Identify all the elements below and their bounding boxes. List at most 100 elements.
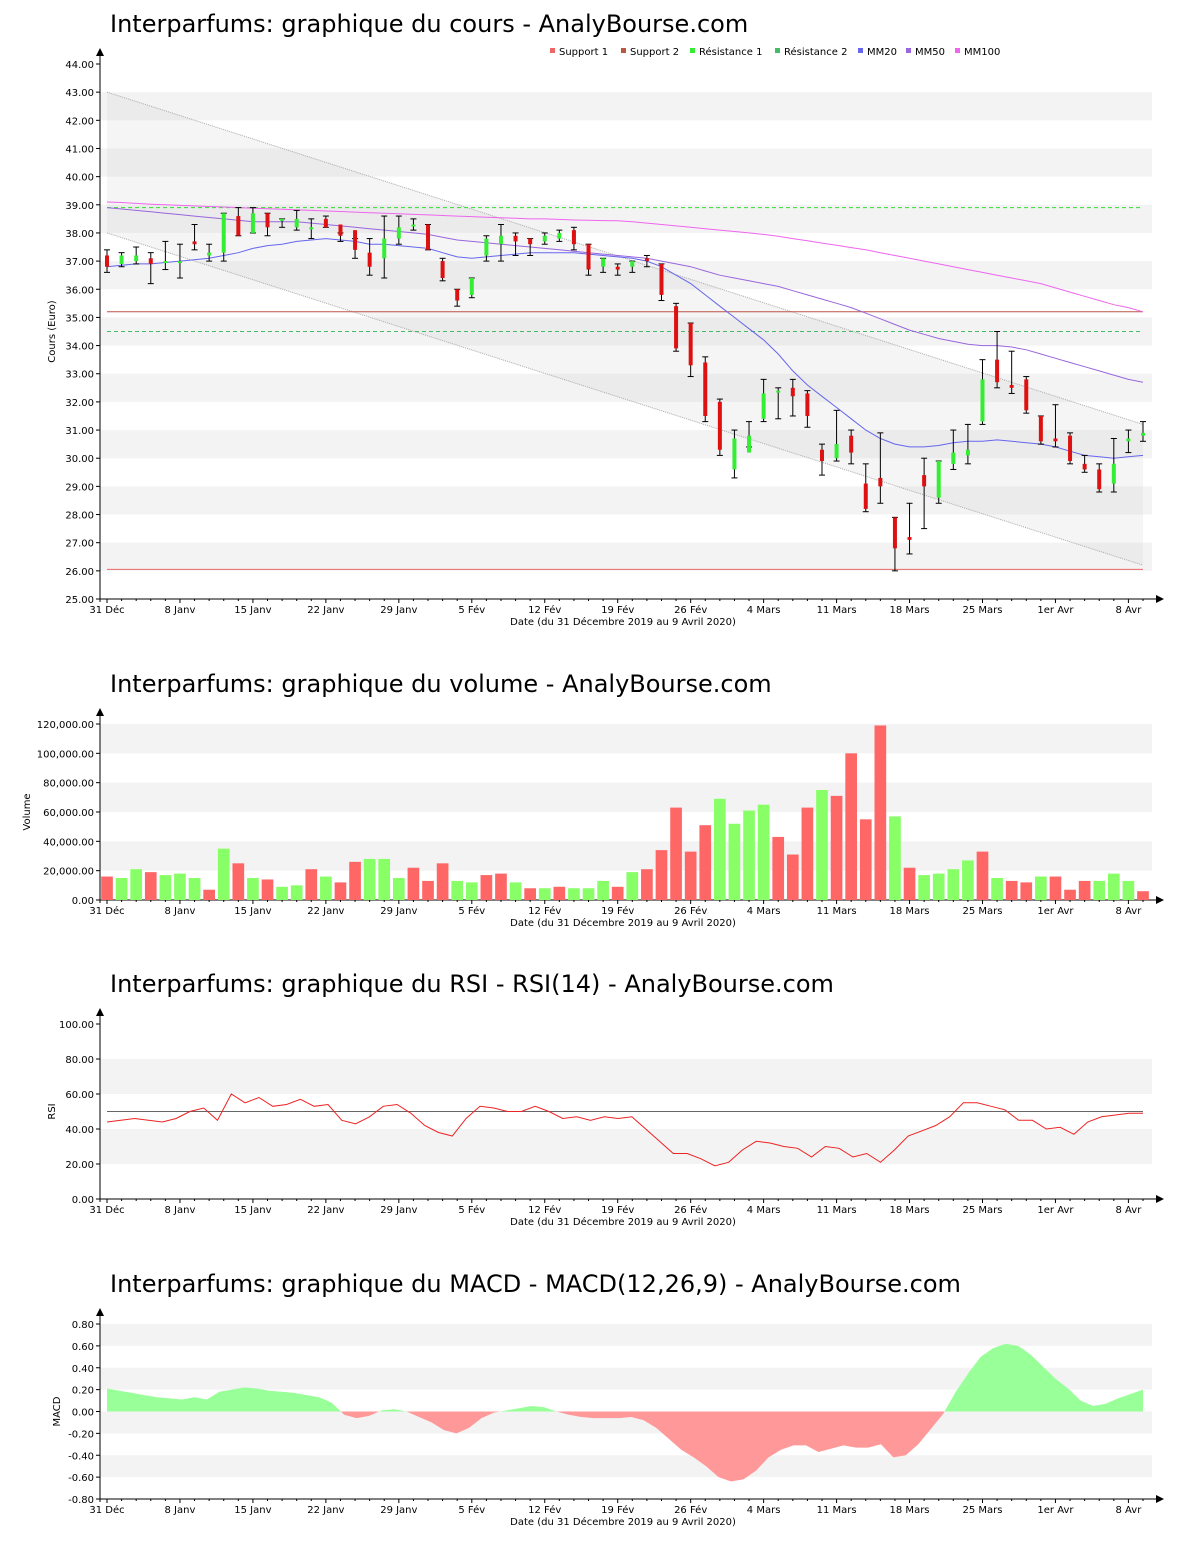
y-tick-label: 80,000.00 — [43, 779, 94, 790]
x-tick-label: 18 Mars — [890, 1505, 930, 1516]
x-tick-label: 1er Avr — [1037, 906, 1074, 917]
y-axis-label: Volume — [22, 793, 33, 830]
grid-band — [100, 1367, 1152, 1390]
volume-bar — [290, 885, 303, 900]
candle-body — [688, 323, 693, 366]
volume-bar — [553, 886, 566, 900]
x-axis-arrow — [1156, 1195, 1164, 1203]
volume-bar — [786, 854, 799, 900]
candle-body — [863, 483, 868, 509]
y-tick-label: 33.00 — [65, 370, 94, 381]
x-tick-label: 19 Fév — [601, 1504, 634, 1516]
x-axis-arrow — [1156, 896, 1164, 904]
candle-body — [747, 435, 752, 453]
candle-body — [1038, 415, 1043, 442]
x-tick-label: 12 Fév — [528, 604, 561, 616]
candle-body — [250, 213, 255, 233]
y-tick-label: 27.00 — [65, 539, 94, 550]
x-tick-label: 19 Fév — [601, 1204, 634, 1216]
grid-band — [100, 841, 1152, 871]
candle-body — [294, 218, 299, 228]
candle-body — [834, 444, 839, 459]
x-tick-label: 26 Fév — [674, 1504, 707, 1516]
legend-label: Support 1 — [559, 47, 608, 58]
volume-bar — [524, 888, 536, 900]
volume-bar — [597, 880, 609, 900]
volume-bar — [655, 850, 668, 900]
candle-body — [148, 258, 153, 264]
candle-body — [498, 235, 503, 245]
volume-bar — [1064, 889, 1076, 900]
x-tick-label: 29 Janv — [380, 1505, 417, 1516]
price-chart-panel: Interparfums: graphique du cours - Analy… — [0, 0, 1200, 640]
candle-body — [265, 213, 270, 228]
x-tick-label: 4 Mars — [747, 1505, 781, 1516]
volume-bar — [845, 753, 858, 900]
candle-body — [936, 461, 941, 498]
volume-bar — [509, 882, 522, 900]
volume-bar — [1035, 876, 1047, 900]
candle-body — [1126, 438, 1131, 442]
volume-bar — [772, 836, 785, 900]
volume-bar — [495, 873, 507, 900]
candle-body — [1097, 469, 1102, 490]
candle-body — [134, 255, 139, 262]
grid-band — [100, 1059, 1152, 1094]
candle-body — [995, 359, 1000, 383]
volume-bar — [174, 873, 186, 900]
y-tick-label: 0.40 — [72, 1364, 94, 1375]
candle-body — [819, 449, 824, 462]
y-tick-label: 80.00 — [65, 1055, 94, 1066]
macd-chart-title: Interparfums: graphique du MACD - MACD(1… — [110, 1270, 961, 1298]
y-tick-label: 0.80 — [72, 1320, 94, 1331]
candle-body — [396, 227, 401, 239]
volume-bar — [247, 878, 259, 900]
x-tick-label: 25 Mars — [963, 1205, 1003, 1216]
y-tick-label: 40.00 — [65, 173, 94, 184]
grid-band — [100, 486, 1152, 515]
volume-bar — [582, 888, 595, 900]
volume-bar — [305, 869, 318, 900]
legend-label: Support 2 — [630, 47, 679, 58]
volume-bar — [203, 889, 215, 900]
x-axis-label: Date (du 31 Décembre 2019 au 9 Avril 202… — [510, 1516, 736, 1528]
x-tick-label: 5 Fév — [458, 604, 485, 616]
volume-bar — [349, 861, 361, 900]
y-tick-label: 0.00 — [72, 1408, 94, 1419]
volume-bar — [276, 886, 288, 900]
candle-body — [411, 224, 416, 227]
volume-bar — [1078, 880, 1091, 900]
candle-body — [323, 218, 328, 228]
volume-bar — [144, 872, 157, 900]
volume-bar — [889, 816, 901, 900]
x-tick-label: 25 Mars — [963, 605, 1003, 616]
rsi-chart-title: Interparfums: graphique du RSI - RSI(14)… — [110, 970, 834, 998]
candle-body — [878, 477, 883, 487]
y-tick-label: -0.20 — [68, 1429, 94, 1440]
x-tick-label: 8 Janv — [165, 1505, 196, 1516]
volume-bar — [1049, 876, 1062, 900]
volume-bar — [378, 858, 391, 900]
x-tick-label: 22 Janv — [307, 605, 344, 616]
y-tick-label: 100,000.00 — [37, 749, 94, 760]
legend-label: MM20 — [867, 47, 897, 58]
volume-bar — [538, 888, 551, 900]
volume-bar — [932, 873, 945, 900]
grid-band — [100, 373, 1152, 402]
volume-bar — [991, 878, 1003, 900]
mm20-line — [106, 238, 1144, 459]
candle-body — [353, 230, 358, 250]
y-tick-label: 29.00 — [65, 482, 94, 493]
y-tick-label: 0.60 — [72, 1342, 94, 1353]
volume-bar — [101, 876, 113, 900]
x-axis-label: Date (du 31 Décembre 2019 au 9 Avril 202… — [510, 616, 736, 628]
candle-body — [192, 241, 197, 245]
candle-body — [177, 261, 182, 264]
x-tick-label: 18 Mars — [890, 1205, 930, 1216]
volume-chart-panel: Interparfums: graphique du volume - Anal… — [0, 660, 1200, 950]
volume-bar — [1107, 873, 1120, 900]
x-tick-label: 18 Mars — [890, 906, 930, 917]
x-tick-label: 11 Mars — [817, 605, 857, 616]
legend-swatch — [690, 48, 695, 53]
x-tick-label: 12 Fév — [528, 1504, 561, 1516]
